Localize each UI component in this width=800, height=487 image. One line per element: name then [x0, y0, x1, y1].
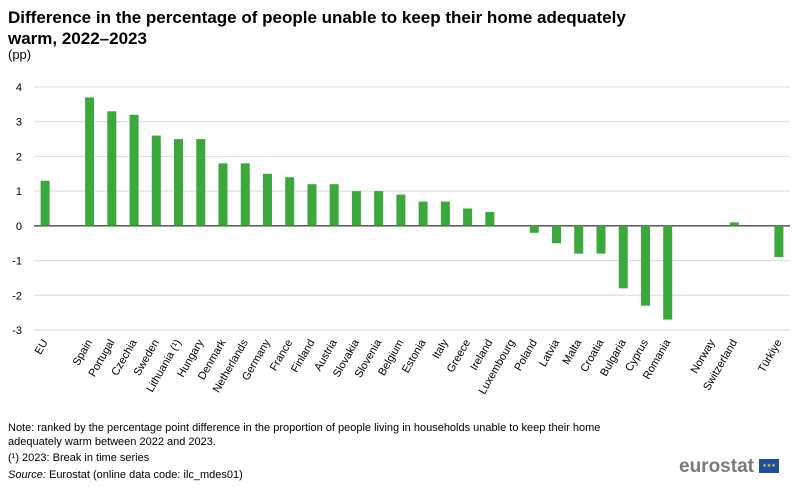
bar: [485, 211, 495, 226]
x-tick-label: Türkiye: [756, 338, 784, 375]
bar: [151, 135, 161, 226]
bar: [329, 184, 339, 226]
y-tick-label: -3: [12, 325, 22, 337]
source-line: Source: Eurostat (online data code: ilc_…: [8, 468, 243, 482]
bar: [574, 225, 584, 254]
bar: [618, 225, 628, 289]
bar: [374, 191, 384, 226]
x-tick-label: EU: [33, 337, 51, 356]
bar: [307, 184, 317, 226]
y-tick-label: -2: [12, 290, 22, 302]
bar: [262, 173, 272, 226]
footnote-break: (¹) 2023: Break in time series: [8, 452, 150, 464]
bar: [663, 225, 673, 320]
eu-flag-icon: ★★★: [759, 459, 779, 473]
bars: [40, 97, 784, 320]
bar: [552, 225, 562, 244]
y-tick-label: 4: [16, 82, 22, 94]
bar: [85, 97, 95, 226]
bar: [351, 191, 361, 226]
bar-chart: 4 3 2 1 0 -1 -2 -3 EU SpainPortugalCzechiaSweden…: [12, 82, 790, 397]
bar: [729, 222, 739, 226]
bar: [240, 163, 250, 226]
gridlines: [34, 86, 790, 331]
bar: [218, 163, 228, 226]
bar: [440, 201, 450, 226]
flag-stars: ★★★: [762, 463, 776, 469]
bar: [529, 225, 539, 233]
note-text: Note: ranked by the percentage point dif…: [8, 422, 601, 448]
bar: [196, 139, 206, 226]
x-tick-label: Latvia: [537, 337, 563, 369]
bar: [774, 225, 784, 258]
logo-text: eurostat: [679, 456, 754, 477]
bar: [596, 225, 606, 254]
bar: [285, 177, 295, 226]
source-label: Source:: [8, 469, 46, 481]
bar: [107, 111, 117, 226]
bar: [396, 194, 406, 226]
bar: [640, 225, 650, 306]
y-tick-label: 0: [16, 221, 22, 233]
bar: [129, 114, 139, 226]
y-axis-ticks: 4 3 2 1 0 -1 -2 -3: [12, 82, 22, 337]
y-tick-label: 2: [16, 151, 22, 163]
bar: [174, 139, 184, 226]
x-tick-label: Italy: [430, 337, 451, 361]
y-tick-label: 1: [16, 186, 22, 198]
bar: [463, 208, 473, 226]
unit-label: (pp): [8, 47, 32, 62]
source-text: Eurostat (online data code: ilc_mdes01): [45, 469, 243, 481]
bar: [40, 180, 50, 226]
chart-title: Difference in the percentage of people u…: [8, 8, 626, 48]
y-tick-label: -1: [12, 256, 22, 268]
y-tick-label: 3: [16, 117, 22, 129]
bar: [418, 201, 428, 226]
